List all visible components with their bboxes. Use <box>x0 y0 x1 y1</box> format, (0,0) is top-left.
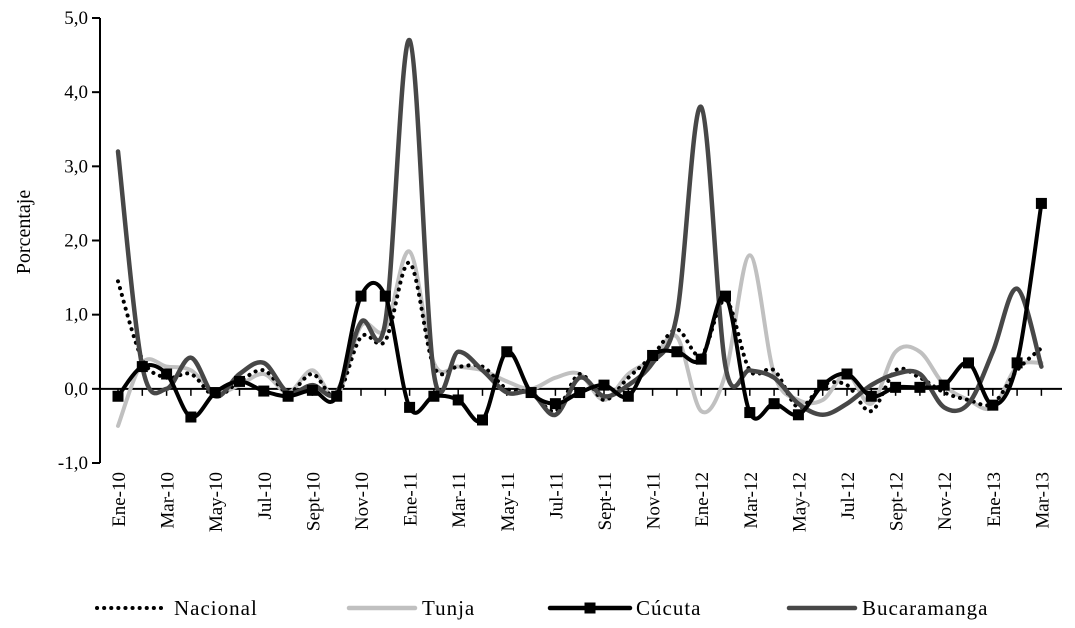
data-point-marker <box>258 385 270 397</box>
x-tick-label: Mar-10 <box>158 472 179 529</box>
x-tick-label: Ene-10 <box>109 472 130 527</box>
data-point-marker <box>987 399 999 411</box>
data-point-marker <box>355 290 367 302</box>
data-point-marker <box>938 379 950 391</box>
data-point-marker <box>598 379 610 391</box>
data-point-marker <box>161 368 173 380</box>
y-tick-label: 4,0 <box>64 82 88 103</box>
series-line <box>115 37 1044 418</box>
y-tick-label: 1,0 <box>64 305 88 326</box>
x-tick-label: Ene-11 <box>401 472 422 526</box>
legend-item-cucuta: Cúcuta <box>547 596 701 620</box>
x-tick-label: Nov-12 <box>935 472 956 530</box>
x-axis: Ene-10 Mar-10 May-10 Jul-10 Sept-10 Nov-10 Ene… <box>100 387 1062 532</box>
data-point-marker <box>671 346 683 358</box>
series-line <box>116 249 1044 428</box>
data-point-marker <box>501 346 513 358</box>
data-point-marker <box>914 381 926 393</box>
x-tick-label: Jul-11 <box>546 472 567 519</box>
data-point-marker <box>1011 357 1023 369</box>
x-tick-label: Mar-13 <box>1032 472 1053 529</box>
data-point-marker <box>890 381 902 393</box>
data-point-marker <box>647 349 659 361</box>
y-axis: -1,0 0,0 1,0 2,0 3,0 4,0 5,0 <box>58 8 101 474</box>
legend-label: Cúcuta <box>636 596 701 620</box>
data-point-marker <box>768 398 780 410</box>
x-tick-label: Mar-12 <box>741 472 762 529</box>
x-tick-label: Ene-12 <box>692 472 713 527</box>
data-point-marker <box>792 409 804 421</box>
x-tick-label: Sept-12 <box>887 472 908 531</box>
data-point-marker <box>622 390 634 402</box>
data-point-marker <box>331 390 343 402</box>
data-point-marker <box>234 375 245 387</box>
series-bucaramanga <box>115 37 1044 418</box>
series-tunja <box>116 249 1044 428</box>
legend: Nacional Tunja Cúcuta Bucaramanga <box>95 596 988 620</box>
x-tick-label: Sept-11 <box>595 472 616 530</box>
x-tick-label: Nov-10 <box>352 472 373 530</box>
x-tick-label: Mar-11 <box>449 472 470 528</box>
y-axis-title: Porcentaje <box>13 190 35 275</box>
legend-item-tunja: Tunja <box>346 596 475 620</box>
data-point-marker <box>525 387 537 399</box>
y-tick-label: 5,0 <box>64 8 88 29</box>
x-tick-label: Sept-10 <box>303 472 324 531</box>
data-point-marker <box>963 357 974 369</box>
data-point-marker <box>744 407 756 419</box>
data-point-marker <box>549 398 561 410</box>
legend-marker <box>584 602 596 614</box>
legend-item-nacional: Nacional <box>95 596 258 620</box>
series-layer <box>112 37 1047 428</box>
series-cucuta <box>112 197 1047 426</box>
data-point-marker <box>865 390 877 402</box>
legend-label: Tunja <box>422 596 475 620</box>
y-tick-label: 0,0 <box>64 379 88 400</box>
data-point-marker <box>695 353 707 365</box>
data-point-marker <box>136 361 148 373</box>
data-point-marker <box>112 390 124 402</box>
x-tick-label: Jul-12 <box>838 472 859 520</box>
x-tick-label: Nov-11 <box>644 472 665 529</box>
x-tick-label: May-10 <box>206 472 227 532</box>
x-tick-label: May-11 <box>498 472 519 531</box>
data-point-marker <box>185 411 197 423</box>
x-tick-label: Ene-13 <box>984 472 1005 527</box>
y-tick-label: 2,0 <box>64 231 88 252</box>
data-point-marker <box>306 384 318 396</box>
y-tick-label: 3,0 <box>64 156 88 177</box>
data-point-marker <box>209 387 221 399</box>
data-point-marker <box>404 401 416 413</box>
data-point-marker <box>574 387 586 399</box>
data-point-marker <box>841 368 853 380</box>
data-point-marker <box>282 390 294 402</box>
data-point-marker <box>452 394 464 406</box>
data-point-marker <box>817 379 829 391</box>
x-tick-label: Jul-10 <box>255 472 276 520</box>
x-tick-label: May-12 <box>789 472 810 532</box>
legend-label: Bucaramanga <box>862 596 988 620</box>
legend-item-bucaramanga: Bucaramanga <box>786 596 988 620</box>
data-point-marker <box>428 390 440 402</box>
y-tick-label: -1,0 <box>58 453 88 474</box>
data-point-marker <box>720 290 731 302</box>
data-point-marker <box>1035 197 1047 209</box>
data-point-marker <box>379 290 391 302</box>
legend-label: Nacional <box>174 596 258 620</box>
data-point-marker <box>477 414 488 426</box>
